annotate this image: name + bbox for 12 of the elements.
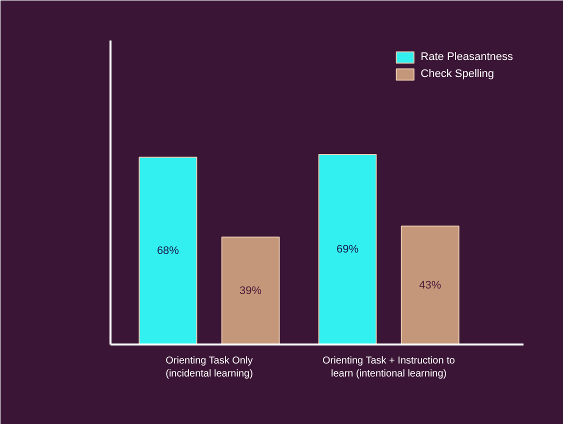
bar <box>138 156 198 344</box>
bar <box>318 154 377 344</box>
bar <box>221 236 280 344</box>
legend-label: Rate Pleasantness <box>420 51 513 63</box>
data-label: 69% <box>336 244 359 256</box>
bar <box>400 226 460 344</box>
data-label: 68% <box>156 244 180 257</box>
x-tick-label: Orienting Task + Instruction to learn (intentional learning) <box>322 356 456 380</box>
legend-label: Check Spelling <box>420 68 494 80</box>
data-label: 43% <box>419 279 442 292</box>
data-label: 39% <box>240 284 262 297</box>
x-tick-label: Orienting Task Only (incidental learning) <box>166 356 253 380</box>
